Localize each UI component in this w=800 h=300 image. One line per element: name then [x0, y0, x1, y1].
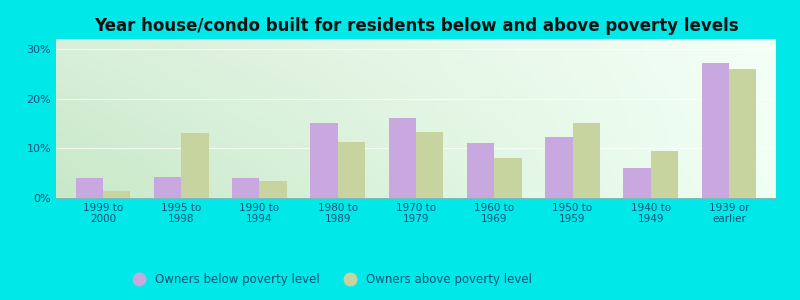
- Bar: [310, 124, 338, 198]
- Bar: [573, 124, 600, 198]
- Bar: [75, 178, 103, 198]
- Legend: Owners below poverty level, Owners above poverty level: Owners below poverty level, Owners above…: [122, 268, 537, 291]
- Bar: [729, 69, 757, 198]
- Bar: [467, 143, 494, 198]
- Bar: [702, 63, 729, 198]
- Title: Year house/condo built for residents below and above poverty levels: Year house/condo built for residents bel…: [94, 17, 738, 35]
- Bar: [389, 118, 416, 198]
- Bar: [623, 168, 650, 198]
- Bar: [259, 181, 287, 198]
- Bar: [545, 137, 573, 198]
- Bar: [338, 142, 365, 198]
- Bar: [103, 190, 130, 198]
- Bar: [232, 178, 259, 198]
- Bar: [650, 151, 678, 198]
- Bar: [182, 134, 209, 198]
- Bar: [494, 158, 522, 198]
- Bar: [416, 132, 443, 198]
- Bar: [154, 177, 182, 198]
